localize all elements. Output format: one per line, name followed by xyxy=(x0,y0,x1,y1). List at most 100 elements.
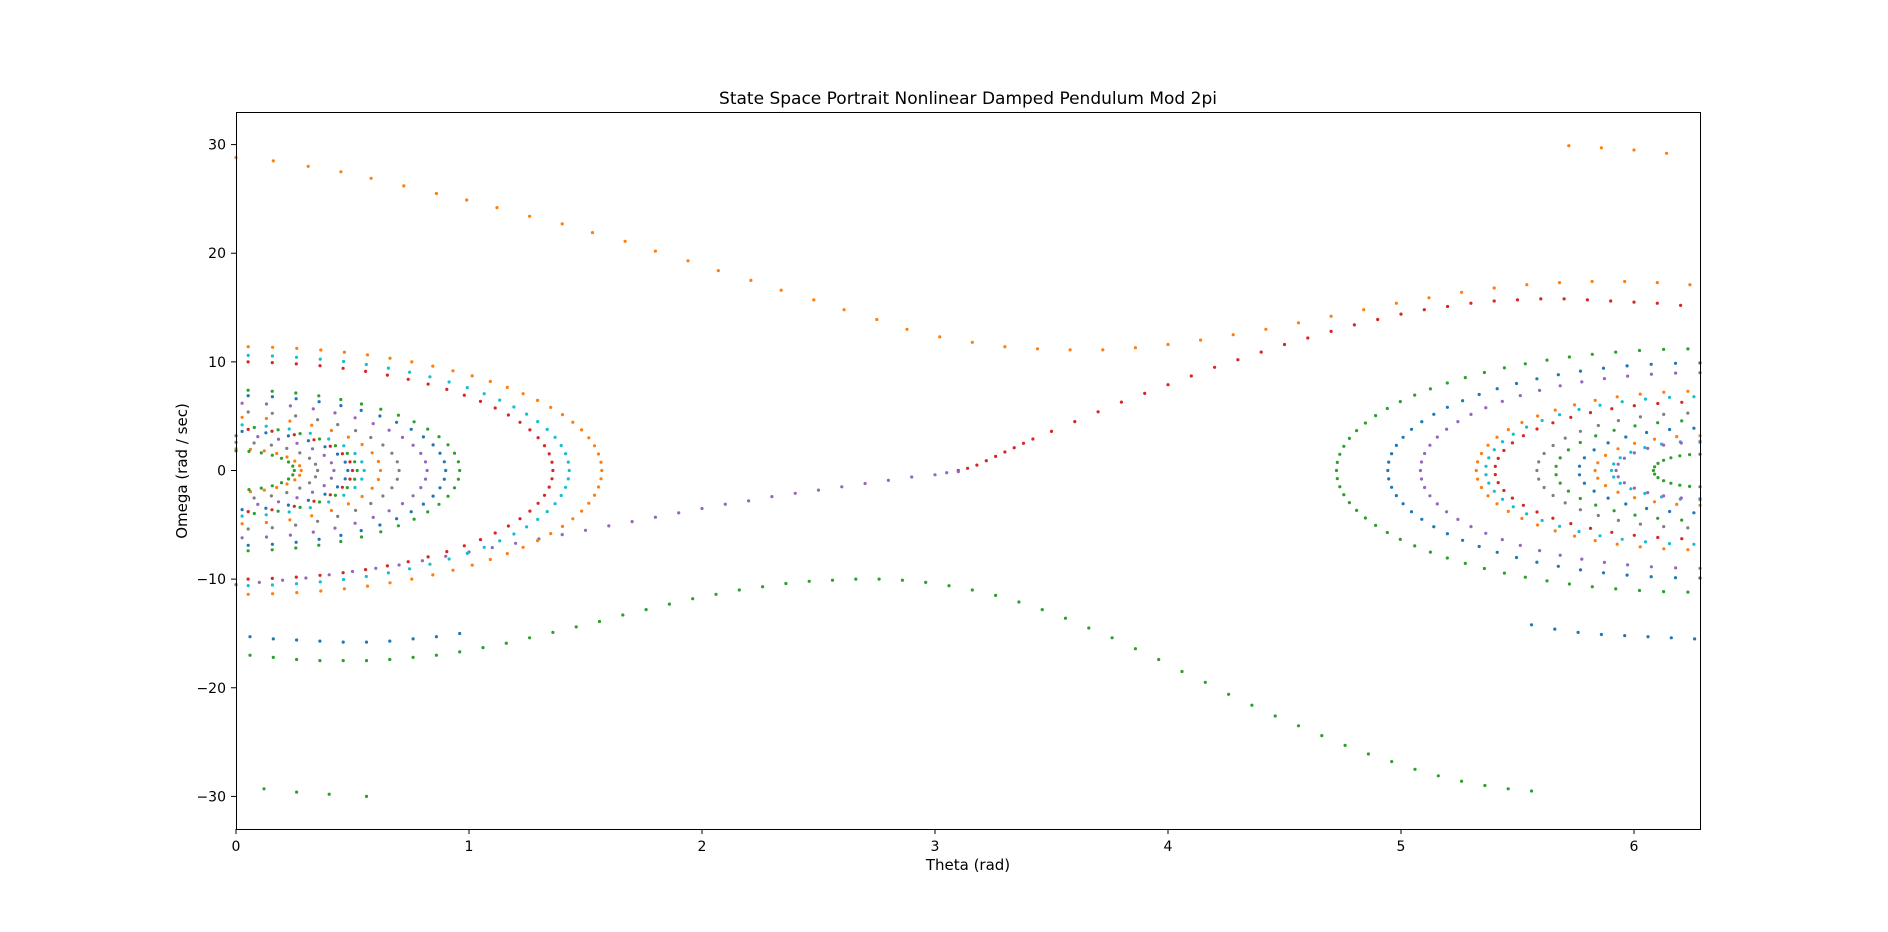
data-point xyxy=(1603,484,1608,488)
data-point xyxy=(1493,473,1497,477)
data-point xyxy=(536,436,540,440)
data-point xyxy=(246,427,250,431)
data-point xyxy=(493,531,497,535)
data-point xyxy=(365,584,370,588)
data-point xyxy=(1487,456,1491,460)
data-point xyxy=(1157,657,1161,662)
data-point xyxy=(381,494,385,498)
data-point xyxy=(1578,369,1583,373)
data-point xyxy=(1599,146,1603,150)
data-point xyxy=(317,537,321,541)
data-point xyxy=(388,657,392,662)
data-point xyxy=(854,577,858,581)
data-point xyxy=(353,521,357,525)
data-point xyxy=(298,505,302,509)
data-point xyxy=(1329,329,1333,333)
data-point xyxy=(1580,557,1584,561)
data-point xyxy=(411,637,415,641)
data-point xyxy=(465,198,469,202)
data-point xyxy=(667,602,672,606)
data-point xyxy=(355,468,359,473)
data-point xyxy=(419,451,423,455)
data-point xyxy=(248,653,252,657)
data-point xyxy=(566,460,570,464)
data-point xyxy=(270,542,274,546)
data-point xyxy=(275,485,279,490)
data-point xyxy=(1569,522,1573,526)
data-point xyxy=(737,588,741,592)
data-point xyxy=(350,468,355,473)
data-point xyxy=(310,490,315,494)
data-point xyxy=(456,460,460,464)
data-point xyxy=(1003,345,1007,349)
data-point xyxy=(924,580,928,585)
data-point xyxy=(1119,400,1123,404)
data-point xyxy=(518,517,522,521)
data-point xyxy=(1203,680,1207,684)
data-point xyxy=(1428,494,1432,498)
data-point xyxy=(1180,669,1184,674)
data-point xyxy=(246,549,250,553)
data-point xyxy=(310,447,315,451)
data-point xyxy=(1306,336,1310,340)
data-point xyxy=(1506,509,1510,513)
data-point xyxy=(247,449,251,453)
data-point xyxy=(1610,530,1614,534)
data-point xyxy=(1643,491,1647,495)
data-point xyxy=(1049,429,1054,433)
data-point xyxy=(1460,779,1464,783)
data-point xyxy=(1688,484,1692,488)
data-point xyxy=(1643,446,1647,450)
data-point xyxy=(376,459,380,464)
data-point xyxy=(482,392,486,396)
data-point xyxy=(1632,148,1636,152)
data-point xyxy=(246,345,250,349)
data-point xyxy=(840,485,844,489)
data-point xyxy=(346,502,350,506)
data-point xyxy=(316,468,320,473)
data-point xyxy=(1496,481,1500,485)
data-point xyxy=(316,418,320,422)
data-point xyxy=(1068,348,1072,352)
data-point xyxy=(1422,308,1426,312)
data-point xyxy=(528,428,532,432)
data-point xyxy=(1342,493,1346,497)
data-point xyxy=(630,520,634,524)
data-point xyxy=(339,404,343,408)
data-point xyxy=(1250,703,1254,707)
data-point xyxy=(431,494,435,498)
data-point xyxy=(1616,490,1620,494)
data-point xyxy=(1495,387,1499,391)
data-point xyxy=(360,477,364,481)
data-point xyxy=(329,508,333,513)
data-point xyxy=(1614,587,1618,591)
data-point xyxy=(1385,406,1389,411)
data-point xyxy=(1609,468,1614,473)
data-point xyxy=(333,493,337,497)
data-point xyxy=(1521,434,1525,438)
data-point xyxy=(1486,494,1490,498)
data-point xyxy=(1040,608,1044,612)
data-point xyxy=(1515,298,1520,302)
data-point xyxy=(1482,566,1486,571)
data-point xyxy=(270,395,274,399)
data-point xyxy=(371,515,375,520)
data-point xyxy=(1493,464,1497,468)
data-point xyxy=(1599,632,1603,637)
data-point xyxy=(364,574,368,579)
x-tick-label: 2 xyxy=(698,839,707,855)
data-point xyxy=(318,573,322,577)
data-point xyxy=(1652,500,1657,504)
plot-frame xyxy=(236,112,1701,830)
data-point xyxy=(1213,365,1217,369)
data-point xyxy=(1662,412,1666,416)
data-point xyxy=(1477,392,1481,397)
data-point xyxy=(264,431,268,435)
data-point xyxy=(264,506,268,510)
x-tick-label: 6 xyxy=(1630,839,1639,855)
data-point xyxy=(1535,468,1539,473)
data-point xyxy=(886,478,891,482)
data-point xyxy=(246,510,250,514)
data-point xyxy=(504,641,508,645)
data-point xyxy=(1633,424,1637,428)
